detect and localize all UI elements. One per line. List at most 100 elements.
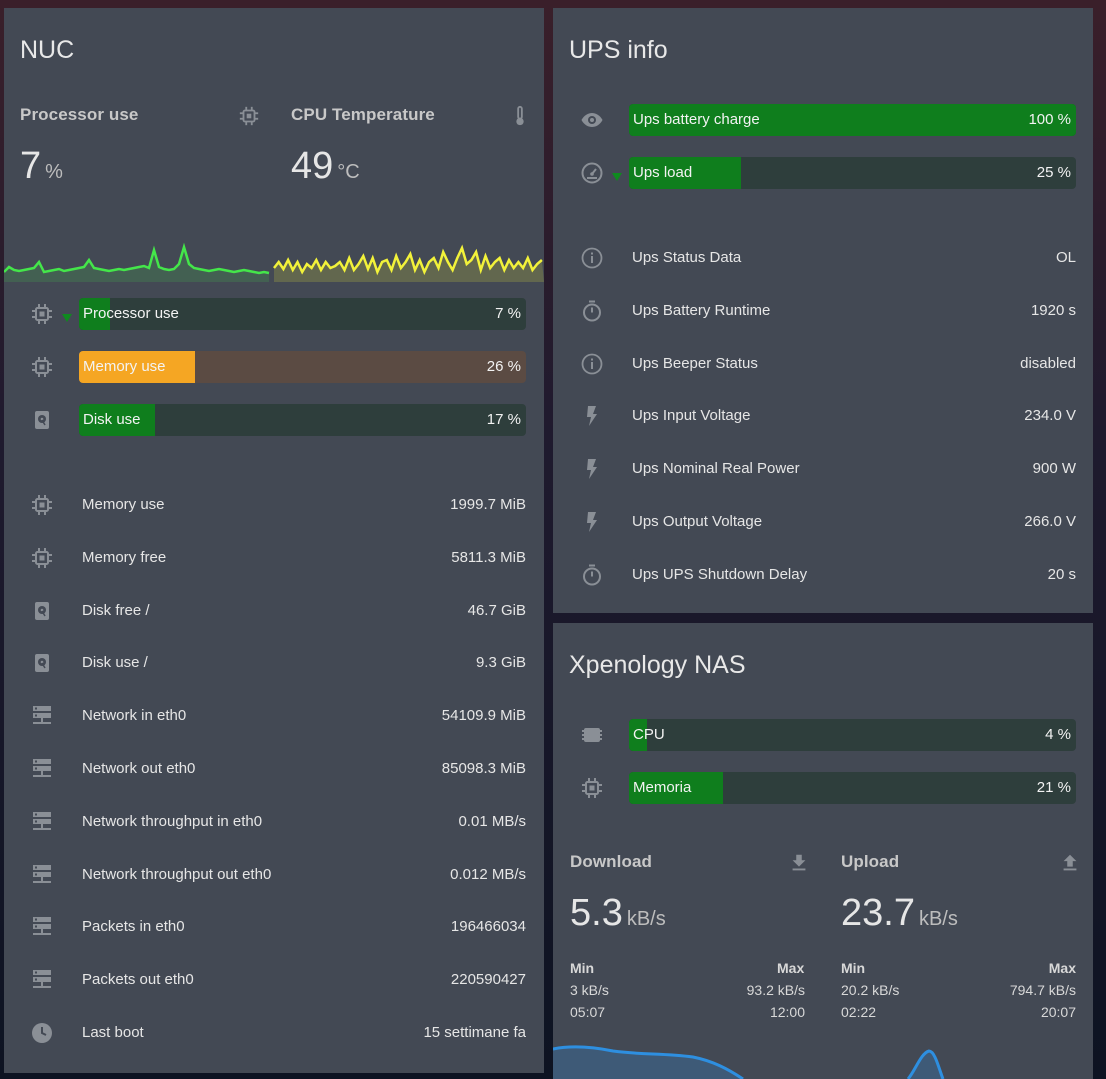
entity-row[interactable]: Ups Output Voltage 266.0 V: [632, 510, 1076, 534]
bar-label: Processor use: [83, 305, 179, 322]
server-network-icon: [30, 968, 54, 992]
upload-min-time: 02:22: [841, 1004, 877, 1020]
bar-card-2[interactable]: Disk use 17 %: [79, 404, 526, 436]
sensor-value: 49 °C: [291, 145, 360, 187]
entity-value: 1999.7 MiB: [450, 496, 526, 513]
entity-row[interactable]: Ups Input Voltage 234.0 V: [632, 404, 1076, 428]
entity-value: 234.0 V: [1024, 407, 1076, 425]
upload-max-label: Max: [1048, 960, 1076, 976]
nuc-history-graph: [4, 242, 544, 282]
entity-row[interactable]: Ups Status Data OL: [632, 246, 1076, 270]
entity-row[interactable]: Ups Nominal Real Power 900 W: [632, 457, 1076, 481]
entity-label: Ups Input Voltage: [632, 407, 751, 425]
entity-label: Packets out eth0: [82, 971, 194, 989]
entity-label: Disk free /: [82, 601, 150, 619]
bar-card-1[interactable]: Ups load 25 %: [629, 157, 1076, 189]
network-history-graph: [553, 1045, 945, 1079]
bar-value: 4 %: [1045, 726, 1071, 743]
bar-value: 26 %: [486, 358, 521, 375]
entity-label: Ups Output Voltage: [632, 513, 763, 530]
entity-row[interactable]: Memory free 5811.3 MiB: [82, 546, 526, 570]
entity-value: 5811.3 MiB: [451, 548, 526, 566]
entity-value: 46.7 GiB: [467, 601, 526, 619]
entity-row[interactable]: Ups Beeper Status disabled: [632, 352, 1076, 376]
entity-value: 0.01 MB/s: [458, 812, 526, 830]
card-title: UPS info: [569, 36, 668, 64]
entity-value: 196466034: [450, 918, 526, 936]
entity-value: disabled: [1020, 354, 1076, 372]
download-sensor[interactable]: Download 5.3 kB/s: [570, 852, 810, 934]
entity-row[interactable]: Packets out eth0 220590427: [82, 968, 526, 992]
bar-card-0[interactable]: Processor use 7 %: [79, 298, 526, 330]
temperature-sensor[interactable]: CPU Temperature 49 °C: [291, 105, 531, 187]
bar-card-1[interactable]: Memoria 21 %: [629, 772, 1076, 804]
chip-icon: [580, 776, 604, 800]
nuc-card: NUC Processor use 7% CPU Temperature 49 °…: [4, 8, 544, 1073]
server-network-icon: [30, 810, 54, 834]
server-network-icon: [30, 863, 54, 887]
entity-row[interactable]: Disk free / 46.7 GiB: [82, 599, 526, 623]
entity-value: OL: [1055, 249, 1076, 266]
entity-row[interactable]: Network throughput out eth0 0.012 MB/s: [82, 863, 526, 887]
entity-label: Disk use /: [82, 654, 148, 672]
upload-sensor[interactable]: Upload 23.7 kB/s: [841, 852, 1081, 934]
bar-value: 7 %: [495, 305, 521, 322]
bar-card-0[interactable]: Ups battery charge 100 %: [629, 104, 1076, 136]
entity-value: 0.012 MB/s: [450, 865, 526, 883]
flash-icon: [580, 457, 604, 481]
entity-row[interactable]: Network in eth0 54109.9 MiB: [82, 704, 526, 728]
processor-sensor[interactable]: Processor use 7%: [20, 105, 260, 187]
sensor-value: 5.3 kB/s: [570, 892, 666, 934]
chevron-down-icon[interactable]: [612, 173, 622, 181]
server-network-icon: [30, 704, 54, 728]
sensor-name: CPU Temperature: [291, 105, 435, 124]
entity-row[interactable]: Network throughput in eth0 0.01 MB/s: [82, 810, 526, 834]
bar-fill: [629, 719, 647, 751]
chevron-down-icon[interactable]: [62, 314, 72, 322]
sensor-value: 7%: [20, 145, 63, 187]
sensor-value: 23.7 kB/s: [841, 892, 958, 934]
entity-row[interactable]: Packets in eth0 196466034: [82, 915, 526, 939]
chip-icon: [30, 302, 54, 326]
bar-label: Disk use: [83, 411, 141, 428]
entity-label: Memory use: [82, 496, 165, 513]
flash-icon: [580, 510, 604, 534]
chip-icon: [30, 355, 54, 379]
bar-value: 25 %: [1036, 164, 1071, 181]
entity-value: 1920 s: [1030, 301, 1076, 319]
bar-card-1[interactable]: Memory use 26 %: [79, 351, 526, 383]
entity-row[interactable]: Network out eth0 85098.3 MiB: [82, 757, 526, 781]
entity-row[interactable]: Memory use 1999.7 MiB: [82, 493, 526, 517]
bar-fill: [629, 772, 723, 804]
timer-icon: [580, 563, 604, 587]
entity-label: Ups Beeper Status: [632, 354, 758, 372]
server-network-icon: [30, 757, 54, 781]
ups-card: UPS info Ups battery charge 100 % Ups lo…: [553, 8, 1093, 613]
sensor-name: Processor use: [20, 105, 139, 124]
bar-value: 100 %: [1028, 111, 1071, 128]
upload-min-value: 20.2 kB/s: [841, 982, 900, 998]
download-max-value: 93.2 kB/s: [746, 982, 805, 998]
bar-fill: [79, 351, 196, 383]
entity-label: Packets in eth0: [82, 918, 185, 936]
entity-label: Network in eth0: [82, 707, 187, 725]
temp-graph-line: [273, 244, 543, 276]
entity-row[interactable]: Disk use / 9.3 GiB: [82, 651, 526, 675]
upload-max-value: 794.7 kB/s: [1009, 982, 1076, 998]
upload-graph-line: [906, 1049, 945, 1079]
entity-value: 9.3 GiB: [475, 654, 526, 672]
entity-row[interactable]: Last boot 15 settimane fa: [82, 1021, 526, 1045]
card-title: Xpenology NAS: [569, 651, 746, 679]
info-icon: [580, 352, 604, 376]
harddisk-icon: [30, 651, 54, 675]
sensor-name: Upload: [841, 852, 900, 871]
clock-icon: [30, 1021, 54, 1045]
nas-card: Xpenology NAS CPU 4 % Memoria 21 % Downl…: [553, 623, 1093, 1079]
entity-row[interactable]: Ups UPS Shutdown Delay 20 s: [632, 563, 1076, 587]
entity-value: 54109.9 MiB: [441, 707, 526, 725]
entity-label: Network out eth0: [82, 760, 196, 777]
entity-value: 15 settimane fa: [423, 1024, 526, 1041]
entity-row[interactable]: Ups Battery Runtime 1920 s: [632, 299, 1076, 323]
bar-label: CPU: [633, 726, 665, 743]
bar-card-0[interactable]: CPU 4 %: [629, 719, 1076, 751]
